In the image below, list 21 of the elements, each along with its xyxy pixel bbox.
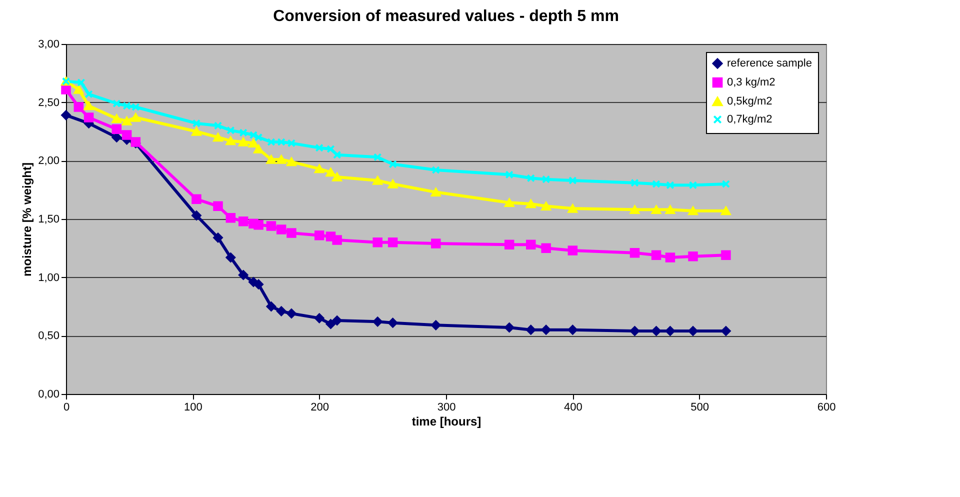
y-tick-label: 0,50 <box>38 330 60 342</box>
x-tick-label: 200 <box>310 402 330 414</box>
legend-label: 0,7kg/m2 <box>727 114 772 126</box>
x-tick-label: 400 <box>564 402 582 414</box>
y-tick-label: 2,00 <box>38 155 60 168</box>
y-axis-title: moisture [% weight] <box>20 162 34 277</box>
x-tick-label: 100 <box>184 402 202 414</box>
y-tick-label: 1,50 <box>38 214 60 226</box>
x-tick-label: 500 <box>690 402 710 414</box>
legend-label: 0,3 kg/m2 <box>727 76 776 88</box>
x-tick-label: 300 <box>437 402 456 414</box>
y-tick-label: 3,00 <box>38 38 60 50</box>
y-tick-label: 1,00 <box>38 272 60 284</box>
y-tick-label: 0,00 <box>38 388 60 400</box>
y-tick-label: 2,50 <box>38 96 60 109</box>
legend-label: reference sample <box>727 58 812 70</box>
x-tick-label: 0 <box>63 402 70 414</box>
x-axis-title: time [hours] <box>412 414 482 428</box>
x-tick-label: 600 <box>817 402 836 414</box>
legend-label: 0,5kg/m2 <box>727 96 772 108</box>
chart-title: Conversion of measured values - depth 5 mm <box>273 8 619 25</box>
